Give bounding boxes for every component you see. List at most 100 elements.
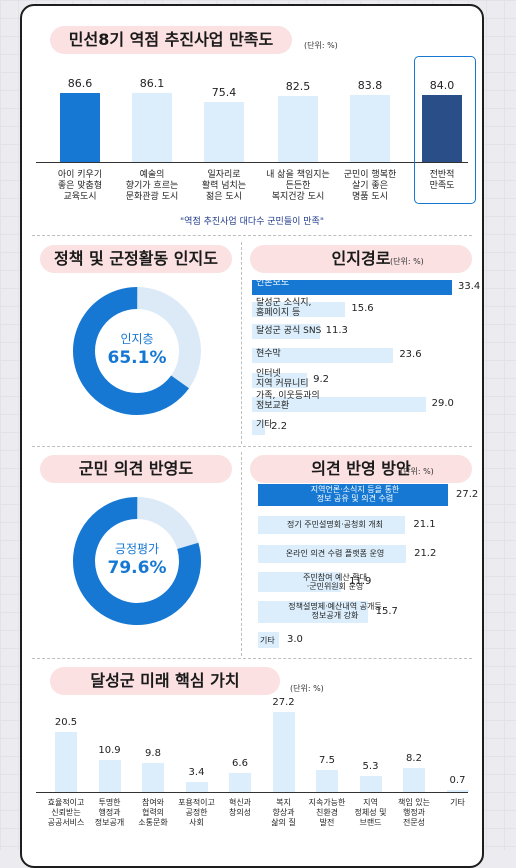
s3-category-label: 기타 <box>256 420 273 430</box>
s2-donut-value: 65.1% <box>107 348 167 368</box>
s1-category-label: 내 삶을 책임지는 든든한 복지건강 도시 <box>266 170 330 202</box>
s3-value-label: 33.4 <box>458 281 481 292</box>
s3-bar <box>252 348 394 363</box>
s3-value-label: 15.6 <box>351 303 374 314</box>
s5-unit: (단위: %) <box>400 467 434 476</box>
s1-value-label: 75.4 <box>211 85 237 99</box>
s3-value-label: 9.2 <box>313 374 329 385</box>
infographic-card: 민선8기 역점 추진사업 만족도 (단위: %) 86.6 아이 키우기 좋은 맞춤… <box>20 4 484 868</box>
divider-v2 <box>241 452 242 656</box>
s5-category-label: 정책설명제·예산내역 공개등 정보공개 강화 <box>288 602 382 620</box>
divider-2 <box>32 446 472 447</box>
s2-donut-label: 인지층 <box>120 332 154 346</box>
s5-value-label: 21.2 <box>414 548 437 559</box>
s1-value-label: 86.6 <box>67 76 93 90</box>
s1-bar <box>204 101 244 162</box>
s6-bar <box>359 776 382 792</box>
s3-value-label: 11.3 <box>325 325 348 336</box>
s6-value-label: 5.3 <box>362 761 379 773</box>
s3-category-label: 현수막 <box>256 349 281 359</box>
s3-bar <box>252 280 452 295</box>
s5-bar <box>258 601 368 623</box>
s6-bar <box>316 769 338 792</box>
s5-category-label: 기타 <box>260 636 275 645</box>
s1-category-label: 예술의 향기가 흐르는 문화관광 도시 <box>125 170 179 202</box>
s3-chart: 언론보도 33.4 달성군 소식지, 홈페이지 등 15.6 달성군 공식 SNS 11.3… <box>22 6 482 446</box>
s4-donut-svg <box>72 497 201 625</box>
s1-value-label: 86.1 <box>139 77 165 91</box>
s3-unit: (단위: %) <box>390 257 424 266</box>
s1-footnote: "역점 추진사업 대다수 군민들이 만족" <box>180 217 324 227</box>
s3-category-label: 언론보도 <box>256 278 290 288</box>
s3-value-label: 23.6 <box>399 349 422 360</box>
s5-bar <box>258 484 448 506</box>
s1-category-label: 아이 키우기 좋은 맞춤형 교육도시 <box>57 170 103 202</box>
s4-donut-slice <box>72 497 201 625</box>
s6-value-label: 7.5 <box>319 754 335 766</box>
s5-bar <box>258 632 279 648</box>
s6-category-label: 투명한 행정과 정보공개 <box>94 798 125 827</box>
s1-bar <box>278 96 318 162</box>
s6-bar <box>142 763 164 792</box>
s1-title: 민선8기 역점 추진사업 만족도 <box>50 26 292 54</box>
s6-value-label: 8.2 <box>406 752 422 764</box>
s1-category-label: 군민이 행복한 살기 좋은 명품 도시 <box>343 170 397 202</box>
s6-value-label: 9.8 <box>145 748 161 760</box>
s2-donut-slice <box>73 287 201 415</box>
s6-category-label: 혁신과 창의성 <box>228 798 252 817</box>
s6-value-label: 6.6 <box>232 757 248 769</box>
s6-baseline <box>36 792 468 793</box>
s5-value-label: 27.2 <box>456 489 479 500</box>
s3-category-label: 달성군 소식지, 홈페이지 등 <box>256 298 312 318</box>
s1-highlight-box <box>414 56 476 204</box>
s6-title: 달성군 미래 핵심 가치 <box>50 667 280 695</box>
s6-bar <box>98 759 121 792</box>
s6-unit: (단위: %) <box>290 684 324 693</box>
s3-bar <box>252 373 308 388</box>
s5-value-label: 3.0 <box>286 634 303 645</box>
s6-bar <box>229 772 251 792</box>
s1-value-label: 82.5 <box>285 80 311 93</box>
s1-bar <box>132 93 172 162</box>
s1-value-label: 83.8 <box>357 78 383 92</box>
s3-bar <box>252 397 426 412</box>
s3-bar <box>252 302 346 317</box>
s1-bar <box>422 94 462 162</box>
s3-value-label: 29.0 <box>431 398 454 409</box>
s3-title: 인지경로 <box>250 245 472 273</box>
divider-3 <box>32 658 472 659</box>
divider-1 <box>32 235 472 236</box>
s5-category-label: 온라인 의견 수렴 플랫폼 운영 <box>285 549 385 558</box>
s4-donut: 긍정평가 79.6% <box>72 496 202 626</box>
s6-bar <box>272 712 295 792</box>
s4-donut-label: 긍정평가 <box>114 542 160 556</box>
s1-bar <box>60 92 100 162</box>
s6-category-label: 복지 향상과 삶의 질 <box>271 798 296 827</box>
s3-value-label: 2.2 <box>271 421 288 432</box>
s3-category-label: 달성군 공식 SNS <box>256 326 322 336</box>
s1-bar <box>350 94 390 162</box>
s2-title: 정책 및 군정활동 인지도 <box>40 245 232 273</box>
s6-category-label: 지속가능한 친환경 발전 <box>308 798 346 827</box>
s6-value-label: 20.5 <box>54 716 78 728</box>
s5-chart: 지역언론·소식지 등을 통한 정보 공유 및 의견 수렴 27.2 정기 주민설명회·… <box>22 6 482 666</box>
s5-category-label: 정기 주민설명회·공청회 개최 <box>287 520 383 529</box>
s5-value-label: 21.1 <box>413 519 436 530</box>
s1-unit: (단위: %) <box>304 41 338 50</box>
divider-v1 <box>241 242 242 444</box>
s6-value-label: 27.2 <box>272 697 295 708</box>
s6-category-label: 지역 정체성 및 브랜드 <box>354 798 387 827</box>
s1-category-label: 전반적 만족도 <box>429 170 455 191</box>
s6-value-label: 0.7 <box>449 774 466 786</box>
s4-donut-value: 79.6% <box>107 558 167 578</box>
s1-chart: 86.6 아이 키우기 좋은 맞춤형 교육도시 86.1 예술의 향기가 흐르는 문화관광 도… <box>22 6 482 236</box>
s6-category-label: 책임 있는 행정과 전문성 <box>398 798 430 827</box>
s5-title: 의견 반영 방안 <box>250 455 472 483</box>
s5-bar <box>258 545 407 563</box>
s3-category-label: 가족, 이웃등과의 정보교환 <box>256 391 320 411</box>
s3-bar <box>252 420 266 435</box>
s5-value-label: 15.7 <box>375 606 398 617</box>
s5-category-label: 주민참여 예산 확대 ·군민위원회 운영 <box>303 573 367 591</box>
s6-bar <box>446 789 469 792</box>
s5-value-label: 11.9 <box>349 576 372 587</box>
